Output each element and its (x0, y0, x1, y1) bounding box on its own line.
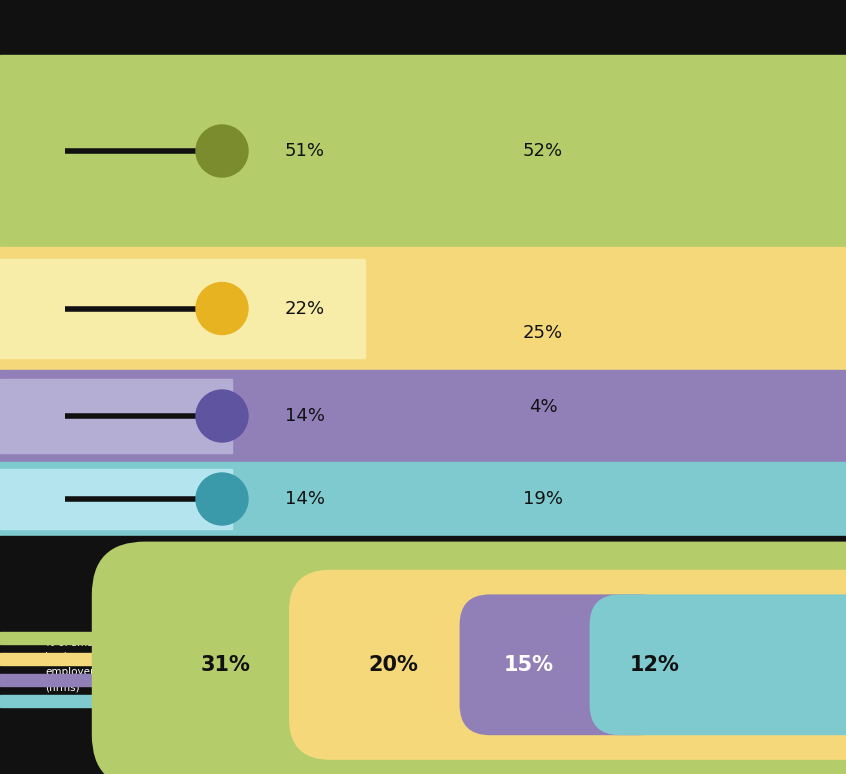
Text: 14%: 14% (285, 407, 325, 425)
Bar (0, 462, 846, 536)
Text: 51%: 51% (285, 142, 325, 160)
Text: 15%: 15% (504, 655, 554, 675)
Bar (0, 632, 140, 643)
Text: 14%: 14% (285, 490, 325, 508)
Text: % of small
business
employers
(firms): % of small business employers (firms) (45, 638, 100, 692)
Circle shape (196, 473, 248, 525)
Bar (0, 370, 846, 462)
Text: 52%: 52% (523, 142, 563, 160)
Bar (0, 0, 846, 55)
Bar (0, 536, 846, 564)
Bar (0, 55, 846, 247)
Text: 4%: 4% (529, 398, 558, 416)
Text: 22%: 22% (285, 300, 325, 317)
Bar (0, 259, 365, 358)
Circle shape (196, 283, 248, 334)
Bar (0, 652, 140, 665)
Bar (0, 469, 233, 529)
Circle shape (196, 390, 248, 442)
Text: 19%: 19% (523, 490, 563, 508)
Text: 20%: 20% (368, 655, 418, 675)
Bar (0, 247, 846, 370)
Bar (0, 673, 140, 686)
Bar (0, 564, 846, 774)
FancyBboxPatch shape (289, 570, 846, 760)
Bar (0, 379, 233, 453)
Text: 12%: 12% (630, 655, 680, 675)
Bar (0, 694, 140, 707)
FancyBboxPatch shape (459, 594, 670, 735)
FancyBboxPatch shape (590, 594, 846, 735)
Circle shape (196, 125, 248, 177)
Text: 31%: 31% (200, 655, 250, 675)
FancyBboxPatch shape (92, 542, 846, 774)
Text: 25%: 25% (523, 324, 563, 342)
